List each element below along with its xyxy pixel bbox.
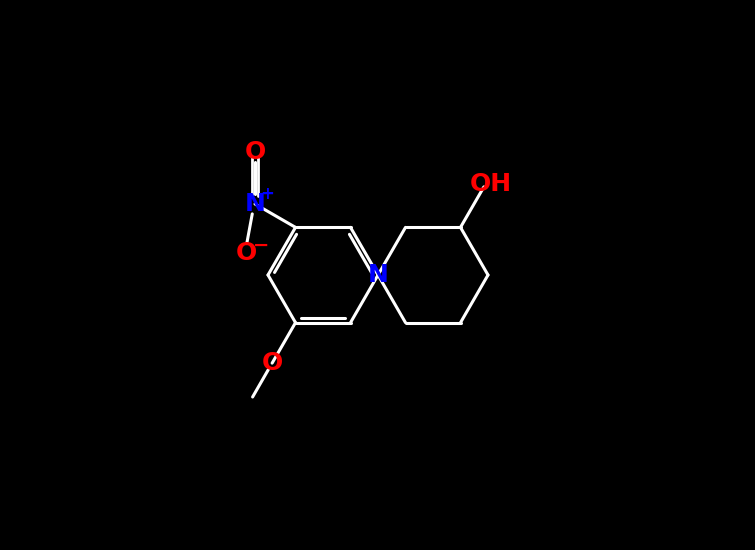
Text: N: N: [245, 192, 266, 216]
Text: O: O: [245, 140, 266, 164]
Text: −: −: [253, 236, 269, 255]
Text: O: O: [236, 241, 257, 266]
Text: OH: OH: [470, 172, 512, 196]
Text: +: +: [260, 185, 274, 203]
Text: O: O: [261, 351, 283, 375]
Text: N: N: [368, 263, 388, 287]
